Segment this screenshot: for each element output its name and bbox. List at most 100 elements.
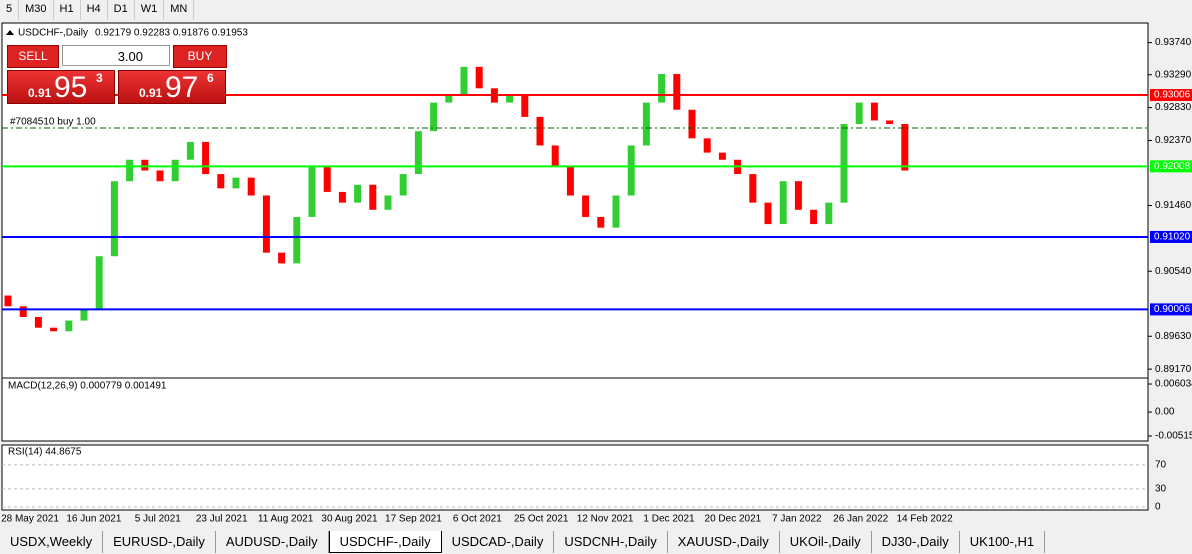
- macd-label: MACD(12,26,9) 0.000779 0.001491: [8, 381, 167, 392]
- candle-body: [718, 152, 726, 160]
- x-tick-label: 25 Oct 2021: [514, 514, 569, 525]
- candle-body: [171, 159, 179, 182]
- timeframe-button[interactable]: 5: [0, 0, 20, 20]
- buy-price[interactable]: 0.91 97 6: [118, 70, 226, 104]
- candle-body: [34, 316, 42, 328]
- ohlc-values: 0.92179 0.92283 0.91876 0.91953: [95, 28, 248, 39]
- x-tick-label: 1 Dec 2021: [643, 514, 695, 525]
- timeframe-button[interactable]: H4: [81, 0, 108, 20]
- y-tick-label: 0.90540: [1155, 266, 1192, 277]
- x-tick-label: 16 Jun 2021: [66, 514, 121, 525]
- chart-tab[interactable]: USDCHF-,Daily: [328, 531, 442, 553]
- sell-price[interactable]: 0.91 95 3: [7, 70, 115, 104]
- candle-body: [186, 141, 194, 160]
- candle-body: [612, 195, 620, 228]
- chart-tab[interactable]: USDCAD-,Daily: [442, 531, 555, 553]
- chart-header: USDCHF-,Daily: [18, 28, 88, 39]
- order-label: #7084510 buy 1.00: [10, 117, 96, 128]
- chart-tab[interactable]: XAUUSD-,Daily: [668, 531, 780, 553]
- candle-body: [232, 177, 240, 189]
- candle-body: [536, 116, 544, 146]
- candle-body: [688, 109, 696, 139]
- y-tick-label: 0.93290: [1155, 69, 1192, 80]
- candle-body: [262, 195, 270, 253]
- candle-body: [110, 181, 118, 257]
- y-tick-label: -0.005156: [1155, 431, 1192, 442]
- candle-body: [278, 252, 286, 264]
- candle-body: [217, 174, 225, 189]
- y-tick-label: 0.92830: [1155, 102, 1192, 113]
- chart-tab[interactable]: UK100-,H1: [960, 531, 1046, 553]
- y-tick-label: 0: [1155, 502, 1161, 513]
- candle-body: [338, 191, 346, 203]
- candle-body: [551, 145, 559, 167]
- candle-body: [673, 74, 681, 110]
- buy-button[interactable]: BUY: [173, 45, 227, 68]
- price-sup: 3: [96, 71, 103, 85]
- candle-body: [627, 145, 635, 196]
- x-tick-label: 14 Feb 2022: [897, 514, 954, 525]
- timeframe-button[interactable]: H1: [54, 0, 81, 20]
- candle-body: [369, 184, 377, 210]
- candle-body: [19, 306, 27, 317]
- tab-bar: USDX,Weekly EURUSD-,Daily AUDUSD-,Daily USD…: [0, 531, 1046, 553]
- price-level-tag: [1150, 230, 1192, 243]
- toolbar: 5 M30 H1 H4 D1 W1 MN: [0, 0, 195, 20]
- price-level-tag: [1150, 160, 1192, 173]
- sell-button[interactable]: SELL: [7, 45, 59, 68]
- candle-body: [658, 74, 666, 103]
- timeframe-button[interactable]: M30: [19, 0, 54, 20]
- candle-body: [384, 195, 392, 210]
- candle-body: [870, 102, 878, 121]
- candle-body: [749, 174, 757, 203]
- chart-tab[interactable]: USDX,Weekly: [0, 531, 104, 553]
- candle-body: [703, 138, 711, 153]
- candle-body: [399, 174, 407, 196]
- chart-tab[interactable]: EURUSD-,Daily: [103, 531, 216, 553]
- candle-body: [95, 256, 103, 310]
- candle-body: [141, 159, 149, 171]
- candle-body: [840, 124, 848, 203]
- y-tick-label: 30: [1155, 484, 1167, 495]
- candle-body: [825, 202, 833, 225]
- header-arrow: [6, 30, 14, 35]
- timeframe-button[interactable]: D1: [108, 0, 135, 20]
- candle-body: [794, 181, 802, 210]
- timeframe-button[interactable]: W1: [135, 0, 165, 20]
- timeframe-button[interactable]: MN: [164, 0, 195, 20]
- x-tick-label: 6 Oct 2021: [453, 514, 502, 525]
- price-level-label: 0.91020: [1154, 232, 1191, 243]
- y-tick-label: 0.006034: [1155, 379, 1192, 390]
- x-tick-label: 5 Jul 2021: [135, 514, 182, 525]
- candle-body: [475, 66, 483, 89]
- price-level-label: 0.93006: [1154, 90, 1191, 101]
- candle-body: [597, 216, 605, 228]
- candle-body: [247, 177, 255, 196]
- candle-body: [445, 95, 453, 103]
- chart-tab[interactable]: AUDUSD-,Daily: [216, 531, 329, 553]
- x-tick-label: 23 Jul 2021: [196, 514, 248, 525]
- x-tick-label: 26 Jan 2022: [833, 514, 888, 525]
- candle-body: [202, 141, 210, 175]
- candle-body: [126, 159, 134, 182]
- y-tick-label: 0.93740: [1155, 37, 1192, 48]
- candle-body: [414, 131, 422, 175]
- x-tick-label: 28 May 2021: [1, 514, 59, 525]
- candle-body: [810, 209, 818, 225]
- chart-tab[interactable]: DJ30-,Daily: [872, 531, 960, 553]
- chart-tab[interactable]: USDCNH-,Daily: [554, 531, 668, 553]
- price-level-label: 0.92008: [1154, 161, 1191, 172]
- chart-tab[interactable]: UKOil-,Daily: [780, 531, 872, 553]
- candle-body: [855, 102, 863, 125]
- candle-body: [80, 309, 88, 321]
- candle-body: [4, 295, 12, 307]
- lots-input[interactable]: 3.00: [62, 45, 170, 66]
- price-prefix: 0.91: [139, 86, 163, 100]
- x-tick-label: 17 Sep 2021: [385, 514, 442, 525]
- candle-body: [582, 195, 590, 217]
- candle-body: [886, 120, 894, 125]
- candle-body: [642, 102, 650, 146]
- candle-body: [50, 327, 58, 332]
- y-tick-label: 0.89170: [1155, 364, 1192, 375]
